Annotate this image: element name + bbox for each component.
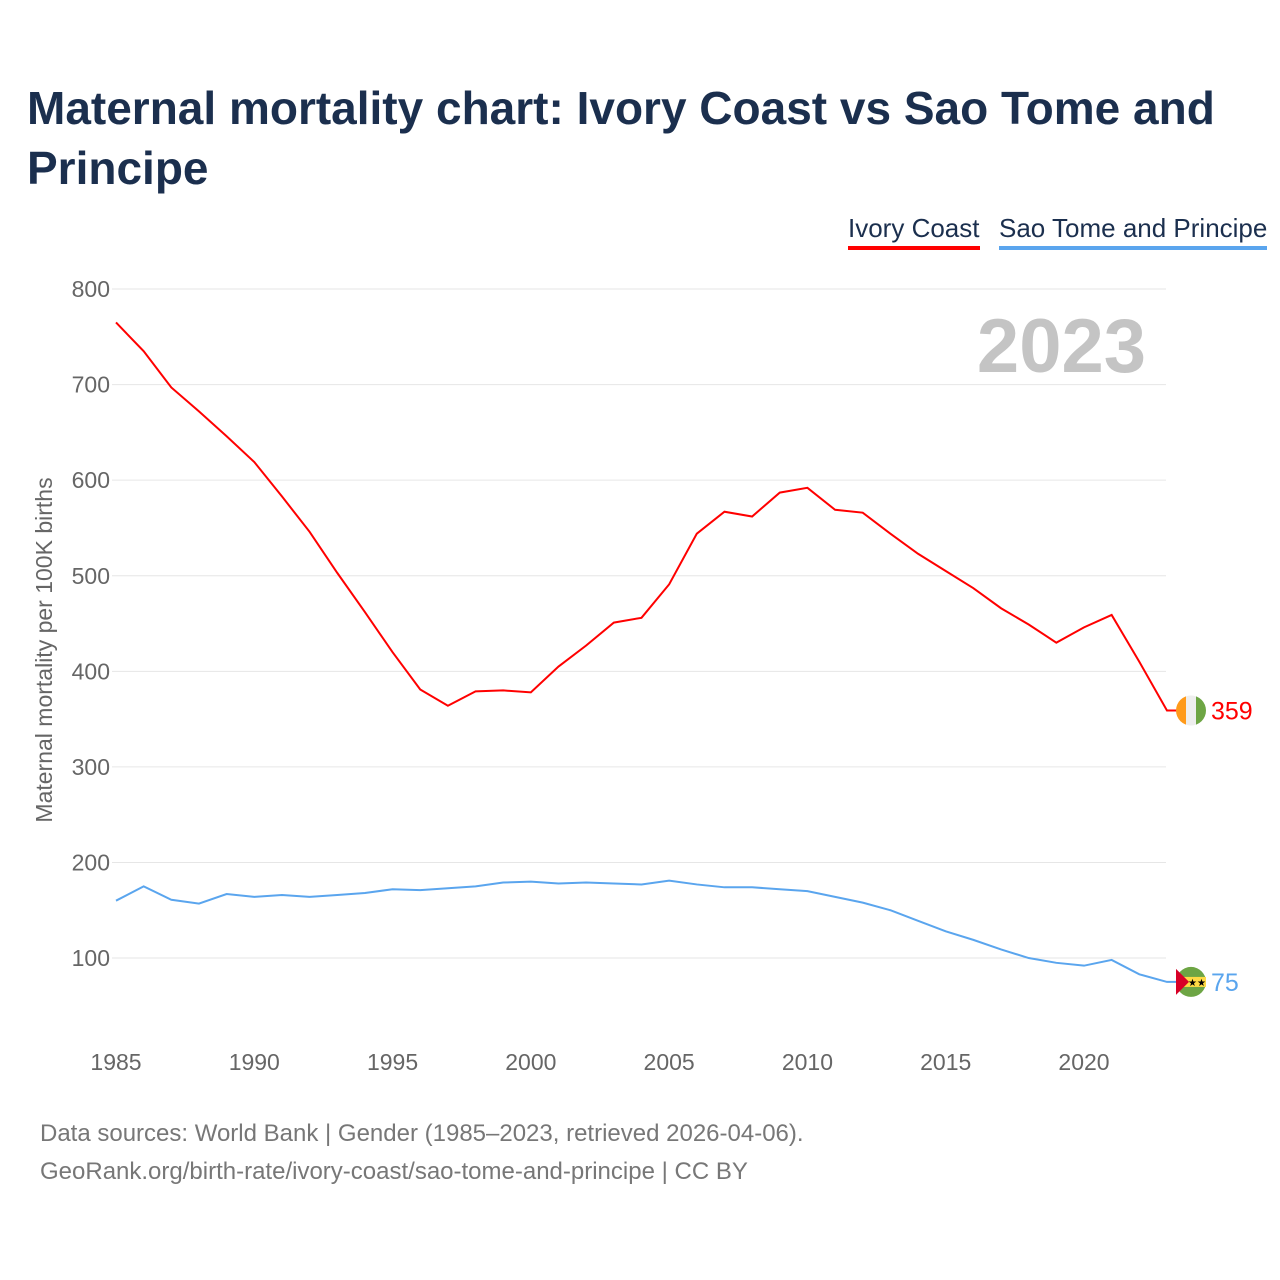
series-line-1 <box>115 879 1178 983</box>
x-tick-label: 1985 <box>90 1049 141 1075</box>
series-line-0 <box>115 321 1178 712</box>
x-tick-label: 1995 <box>367 1049 418 1075</box>
end-value-label: 359 <box>1211 698 1253 726</box>
legend-sao-tome[interactable]: Sao Tome and Principe <box>999 213 1268 250</box>
x-tick-label: 2005 <box>644 1049 695 1075</box>
x-tick-label: 2010 <box>782 1049 833 1075</box>
ivory-coast-flag-icon <box>1186 695 1196 726</box>
y-tick-label: 600 <box>72 467 110 493</box>
legend-ivory-coast[interactable]: Ivory Coast <box>848 213 980 250</box>
ivory-coast-flag-icon <box>1176 695 1186 726</box>
x-tick-label: 1990 <box>229 1049 280 1075</box>
y-tick-label: 700 <box>72 372 110 398</box>
x-tick-label: 2015 <box>920 1049 971 1075</box>
y-tick-label: 800 <box>72 276 110 302</box>
y-tick-label: 500 <box>72 563 110 589</box>
footer-link[interactable]: GeoRank.org/birth-rate/ivory-coast/sao-t… <box>40 1158 748 1185</box>
year-label: 2023 <box>977 304 1146 389</box>
sao-tome-flag-icon <box>1176 976 1206 987</box>
x-tick-label: 2000 <box>505 1049 556 1075</box>
sao-tome-flag-icon <box>1176 968 1189 995</box>
y-tick-label: 100 <box>72 945 110 971</box>
x-tick-label: 2020 <box>1058 1049 1109 1075</box>
y-tick-label: 300 <box>72 754 110 780</box>
y-axis-label: Maternal mortality per 100K births <box>31 477 57 822</box>
sao-tome-flag-icon: ★★ <box>1188 978 1206 989</box>
footer-source: Data sources: World Bank | Gender (1985–… <box>40 1120 804 1147</box>
y-tick-label: 200 <box>72 849 110 875</box>
chart-title: Maternal mortality chart: Ivory Coast vs… <box>27 82 1215 194</box>
end-value-label: 75 <box>1211 969 1239 997</box>
y-tick-label: 400 <box>72 658 110 684</box>
ivory-coast-flag-icon <box>1196 695 1206 726</box>
